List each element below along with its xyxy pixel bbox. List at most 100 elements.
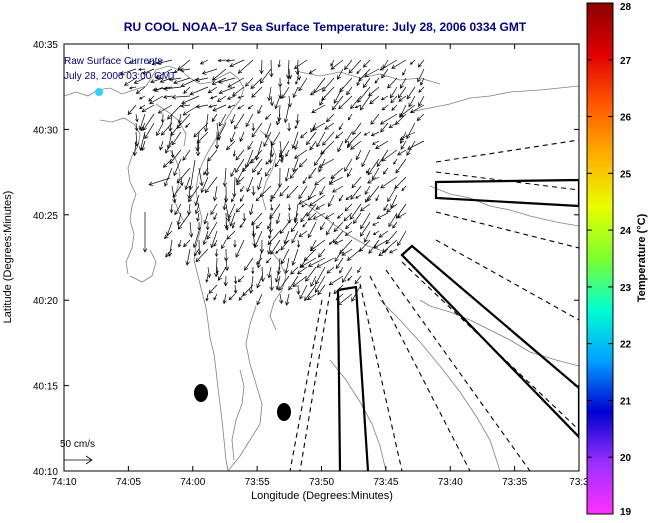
current-vector [206, 266, 212, 279]
current-vector [334, 239, 344, 245]
current-vector [338, 95, 353, 110]
current-vector [236, 167, 245, 184]
current-vector [307, 257, 326, 267]
current-vector [291, 248, 299, 266]
x-axis-label: Longitude (Degrees:Minutes) [251, 490, 393, 502]
current-vector [314, 176, 326, 186]
current-vector [398, 95, 407, 102]
current-vector [266, 257, 272, 264]
current-vector [231, 194, 236, 203]
current-vector [281, 86, 290, 100]
current-vector [208, 104, 218, 109]
colorbar: 28 27 26 25 24 23 22 21 20 19 Temperature (°C) [586, 2, 648, 518]
current-vector [339, 266, 344, 274]
current-vector [172, 185, 182, 198]
colorbar-ticks: 28 27 26 25 24 23 22 21 20 19 [587, 2, 632, 518]
x-axis-ticks: 74:10 74:05 74:00 73:55 73:50 73:45 73:40 73:35… [51, 44, 589, 488]
current-vector [356, 77, 362, 86]
current-vector [364, 185, 371, 195]
current-vector [402, 68, 407, 76]
current-vector [195, 248, 209, 263]
current-vector [302, 221, 308, 228]
overlay-line-2: July 28, 2006 03:00 GMT [64, 71, 176, 82]
current-vector [359, 203, 371, 212]
colorbar-tick-label: 28 [620, 2, 632, 13]
current-vector [326, 266, 335, 274]
current-vector [378, 248, 389, 257]
current-vector [277, 59, 281, 68]
current-vector [269, 203, 281, 220]
current-vector [345, 194, 353, 201]
current-vector [361, 149, 371, 168]
current-vector [352, 122, 362, 136]
current-vector [206, 221, 218, 240]
current-vector [296, 239, 301, 248]
current-vector [232, 149, 236, 157]
current-vector [375, 194, 380, 202]
current-vector [383, 167, 389, 175]
current-vector [240, 185, 245, 193]
current-vector [288, 275, 299, 291]
current-vector [211, 113, 218, 123]
current-vector [232, 86, 245, 97]
current-vector [367, 176, 380, 184]
current-vector [344, 59, 353, 71]
current-vector [235, 239, 245, 258]
current-vector [185, 248, 191, 266]
current-vector [381, 104, 389, 111]
current-vector [309, 140, 317, 151]
current-vector [347, 167, 353, 178]
current-vector [237, 275, 245, 283]
current-vector [229, 59, 245, 68]
current-vector [140, 122, 146, 132]
current-vector [338, 122, 344, 131]
current-vector [205, 293, 209, 302]
current-vector [308, 167, 317, 180]
current-vector [236, 176, 245, 186]
current-vector [344, 203, 353, 212]
current-vector [196, 212, 200, 222]
current-vector [179, 176, 184, 187]
current-vector [140, 140, 146, 152]
current-vector [253, 230, 263, 249]
current-vector [379, 113, 398, 125]
current-vector [237, 104, 245, 110]
current-vector [184, 176, 191, 191]
current-vector [315, 203, 326, 210]
current-vector [279, 140, 285, 160]
current-vector [365, 194, 371, 203]
current-vector [322, 131, 335, 146]
colorbar-label: Temperature (°C) [636, 213, 648, 302]
current-vector [406, 86, 416, 100]
current-vector [128, 86, 137, 90]
current-vector [396, 212, 407, 219]
current-vector [170, 122, 182, 137]
current-vector [327, 194, 335, 208]
current-vector [265, 158, 272, 165]
current-vector [291, 230, 299, 244]
current-vector [354, 275, 362, 285]
current-vector [213, 239, 218, 247]
current-vector [135, 113, 139, 123]
current-vector [326, 113, 335, 123]
current-vector [397, 149, 407, 156]
current-vector [264, 167, 272, 177]
current-vector [355, 194, 362, 199]
current-vector [227, 203, 236, 219]
current-vector [171, 94, 191, 100]
current-vector [388, 248, 398, 254]
current-vector [380, 122, 389, 133]
current-vector [390, 95, 398, 104]
current-vector [388, 212, 398, 228]
current-vector [320, 140, 335, 155]
current-vector [307, 185, 317, 201]
current-vector [355, 149, 362, 161]
current-vector [285, 149, 290, 157]
x-tick-label: 73:50 [309, 477, 334, 488]
current-vector [344, 230, 353, 236]
current-vector [225, 140, 236, 151]
current-vector [399, 104, 416, 118]
current-vector [264, 113, 272, 120]
current-vector [223, 275, 228, 287]
current-vector [317, 284, 326, 296]
